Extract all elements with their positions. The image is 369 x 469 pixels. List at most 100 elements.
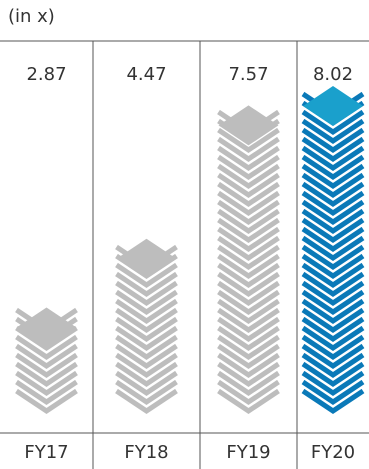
- bar-chevron: [217, 361, 280, 388]
- bar-chevron: [217, 226, 280, 253]
- bar-chevron: [301, 172, 365, 199]
- category-label: FY19: [226, 442, 270, 463]
- bar-chevron: [115, 262, 178, 289]
- bar-chevron: [301, 244, 365, 271]
- bar-chevron: [301, 118, 365, 145]
- bar-chevron: [217, 154, 280, 181]
- bar-FY19: [217, 105, 280, 415]
- bar-chevron: [301, 136, 365, 163]
- bar-chevron: [217, 199, 280, 226]
- bar-chevron: [301, 145, 365, 172]
- bar-chevron: [301, 262, 365, 289]
- bar-chevron: [301, 154, 365, 181]
- bar-chevron: [217, 253, 280, 280]
- bar-chevron: [217, 280, 280, 307]
- bar-chevron: [217, 325, 280, 352]
- bar-chevron: [115, 334, 178, 361]
- bar-chevron: [217, 190, 280, 217]
- bar-chevron: [301, 388, 365, 415]
- bar-chevron: [217, 136, 280, 163]
- bar-cap: [303, 86, 363, 126]
- bar-chevron: [217, 352, 280, 379]
- bar-chevron: [115, 325, 178, 352]
- bar-chevron: [301, 280, 365, 307]
- value-label: 2.87: [26, 64, 66, 85]
- value-label: 8.02: [313, 64, 353, 85]
- bar-chevron: [217, 181, 280, 208]
- bar-chevron: [115, 379, 178, 406]
- bar-chevron: [115, 298, 178, 325]
- bar-chevron: [115, 280, 178, 307]
- bar-chevron: [15, 352, 78, 379]
- bar-cap: [218, 105, 279, 146]
- bar-chevron: [115, 361, 178, 388]
- bar-chevron: [301, 199, 365, 226]
- bar-chevron: [217, 388, 280, 415]
- category-label: FY18: [124, 442, 168, 463]
- bar-chevron: [217, 127, 280, 154]
- bar-chevron: [15, 370, 78, 397]
- bar-chevron: [217, 271, 280, 298]
- bar-chevron: [301, 181, 365, 208]
- category-label: FY20: [311, 442, 355, 463]
- bar-cap: [116, 238, 177, 279]
- bar-chevron: [301, 325, 365, 352]
- bar-chevron: [301, 217, 365, 244]
- bar-chevron: [217, 235, 280, 262]
- bar-chevron: [301, 127, 365, 154]
- bar-chevron: [115, 316, 178, 343]
- category-labels: FY17 FY18 FY19 FY20: [24, 442, 355, 463]
- bar-chevron: [217, 172, 280, 199]
- bar-chevron: [115, 388, 178, 415]
- bar-chevron: [301, 208, 365, 235]
- bar-chevron: [301, 163, 365, 190]
- bar-chevron: [301, 190, 365, 217]
- bar-chevron: [301, 109, 365, 136]
- value-label: 4.47: [126, 64, 166, 85]
- bar-chevron: [301, 235, 365, 262]
- bar-chevron: [115, 307, 178, 334]
- category-label: FY17: [24, 442, 68, 463]
- bar-chevron: [217, 208, 280, 235]
- bar-FY17: [15, 307, 78, 415]
- bar-chevron: [301, 379, 365, 406]
- bar-chevron: [301, 307, 365, 334]
- bar-chevron: [115, 289, 178, 316]
- bar-chevron: [217, 244, 280, 271]
- bar-chevron: [115, 352, 178, 379]
- bar-chevron: [15, 379, 78, 406]
- bar-chevron: [301, 316, 365, 343]
- bar-FY18: [115, 238, 178, 415]
- bar-chevron: [301, 271, 365, 298]
- bar-chevron: [217, 316, 280, 343]
- bar-chevron: [301, 334, 365, 361]
- bar-chevron: [217, 145, 280, 172]
- bar-chevron: [115, 370, 178, 397]
- bar-cap: [16, 307, 77, 348]
- bar-chevron: [15, 388, 78, 415]
- bar-chevron: [217, 298, 280, 325]
- bar-chevron: [15, 325, 78, 352]
- bar-chevron: [15, 343, 78, 370]
- bar-FY20: [301, 86, 365, 415]
- bar-chevron: [301, 253, 365, 280]
- bar-chevron: [115, 271, 178, 298]
- bar-chevron: [15, 334, 78, 361]
- bar-chevron: [15, 361, 78, 388]
- rules: [0, 40, 369, 469]
- bar-chevron: [301, 361, 365, 388]
- bar-chevron: [217, 307, 280, 334]
- bar-chevron: [301, 298, 365, 325]
- bars: [15, 86, 365, 415]
- bar-chevron: [301, 289, 365, 316]
- unit-label: (in x): [8, 6, 55, 27]
- bar-chevron: [217, 370, 280, 397]
- bar-chevron: [301, 370, 365, 397]
- bar-chevron: [217, 217, 280, 244]
- bar-chevron: [217, 334, 280, 361]
- value-labels: 2.87 4.47 7.57 8.02: [26, 64, 353, 85]
- bar-chevron: [217, 262, 280, 289]
- value-label: 7.57: [228, 64, 268, 85]
- bar-chevron: [217, 289, 280, 316]
